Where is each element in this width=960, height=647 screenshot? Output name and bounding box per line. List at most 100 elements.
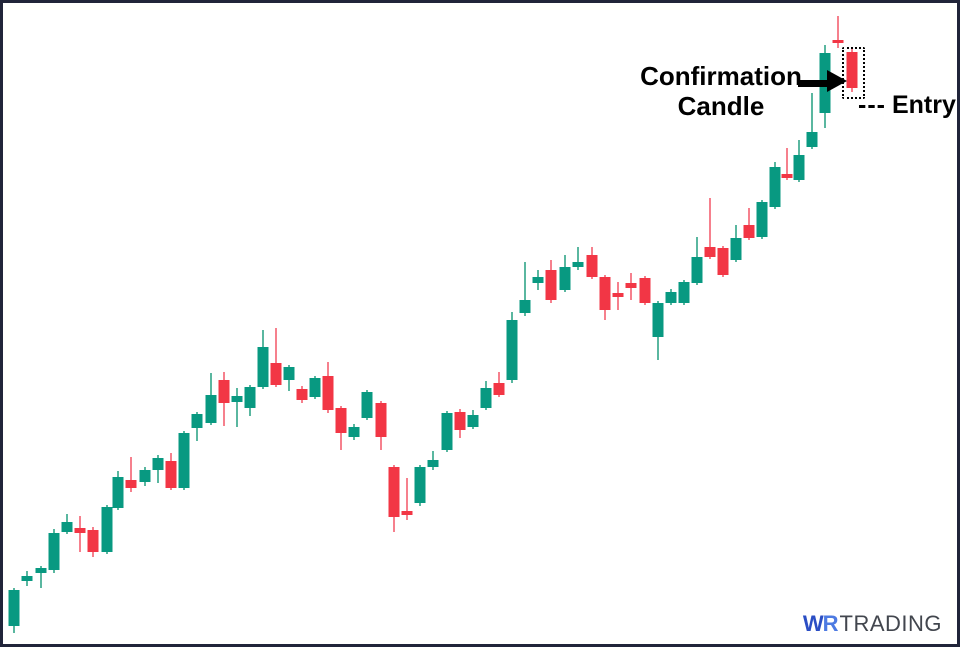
- candle-down: [296, 386, 308, 403]
- candle-body: [599, 277, 611, 310]
- candle-down: [87, 527, 99, 557]
- candle-body: [401, 511, 413, 515]
- candle-body: [545, 270, 557, 300]
- candle-body: [639, 278, 651, 303]
- candle-down: [388, 465, 400, 532]
- candle-up: [244, 385, 256, 416]
- candle-up: [730, 225, 742, 262]
- candle-body: [348, 427, 360, 437]
- candle-body: [493, 383, 505, 395]
- candle-body: [781, 174, 793, 178]
- candle-down: [74, 516, 86, 552]
- candle-down: [545, 260, 557, 303]
- candle-up: [283, 365, 295, 391]
- candle-body: [8, 590, 20, 626]
- candle-body: [388, 467, 400, 517]
- candle-body: [769, 167, 781, 207]
- candle-up: [112, 471, 124, 510]
- candle-body: [793, 155, 805, 180]
- candle-down: [270, 328, 282, 387]
- candle-body: [691, 257, 703, 283]
- candle-body: [125, 480, 137, 488]
- candle-down: [375, 401, 387, 450]
- candle-body: [832, 40, 844, 43]
- candle-up: [806, 93, 818, 149]
- candle-up: [519, 262, 531, 316]
- candle-up: [257, 330, 269, 389]
- candle-body: [296, 389, 308, 400]
- candle-down: [743, 208, 755, 240]
- candle-body: [506, 320, 518, 380]
- candle-down: [335, 406, 347, 450]
- candle-up: [61, 514, 73, 534]
- logo-wordmark: TRADING: [839, 611, 942, 636]
- entry-label: --- Entry: [858, 91, 956, 120]
- candle-body: [205, 395, 217, 423]
- candle-body: [309, 378, 321, 397]
- candle-up: [441, 411, 453, 452]
- entry-label-text: Entry: [891, 91, 956, 119]
- candle-up: [205, 373, 217, 425]
- candle-body: [806, 132, 818, 147]
- candle-down: [625, 273, 637, 300]
- candle-down: [717, 246, 729, 277]
- candle-down: [454, 409, 466, 438]
- logo-letter-r: R: [822, 611, 839, 636]
- candle-body: [112, 477, 124, 508]
- confirmation-label-line2: Candle: [677, 91, 765, 121]
- candle-up: [532, 270, 544, 290]
- candle-body: [191, 414, 203, 428]
- candle-body: [61, 522, 73, 532]
- candle-up: [480, 381, 492, 410]
- candle-body: [48, 533, 60, 570]
- candle-down: [781, 148, 793, 180]
- candle-up: [8, 588, 20, 633]
- candle-body: [35, 568, 47, 573]
- candle-up: [572, 247, 584, 270]
- candle-body: [101, 507, 113, 552]
- candle-body: [532, 277, 544, 283]
- candle-up: [101, 505, 113, 554]
- candle-down: [125, 457, 137, 492]
- candle-down: [832, 16, 844, 48]
- candle-down: [612, 282, 624, 310]
- candle-up: [178, 431, 190, 490]
- candle-body: [283, 367, 295, 380]
- candle-body: [756, 202, 768, 237]
- candle-body: [467, 415, 479, 427]
- candle-body: [846, 52, 858, 88]
- candle-up: [152, 455, 164, 483]
- candle-down: [586, 247, 598, 279]
- candle-body: [441, 413, 453, 450]
- candle-down: [493, 372, 505, 397]
- candle-body: [21, 576, 33, 581]
- confirmation-label-line1: Confirmation: [640, 61, 802, 91]
- candle-body: [322, 376, 334, 410]
- candle-up: [756, 200, 768, 239]
- candle-body: [152, 458, 164, 470]
- candle-body: [244, 387, 256, 408]
- candle-body: [427, 460, 439, 467]
- candle-up: [361, 390, 373, 420]
- candle-body: [335, 408, 347, 433]
- candle-up: [652, 301, 664, 360]
- candle-up: [769, 162, 781, 209]
- candle-down: [704, 198, 716, 259]
- candle-down: [165, 453, 177, 490]
- candle-up: [665, 289, 677, 305]
- candle-body: [454, 412, 466, 430]
- candle-body: [717, 248, 729, 275]
- candle-body: [257, 347, 269, 387]
- candle-up: [309, 376, 321, 399]
- candle-body: [361, 392, 373, 418]
- logo-letter-w: W: [802, 611, 824, 636]
- candle-up: [21, 571, 33, 586]
- candle-body: [559, 267, 571, 290]
- candle-body: [231, 396, 243, 402]
- candle-up: [348, 424, 360, 440]
- entry-leader-dashes: ---: [858, 91, 886, 119]
- candle-body: [414, 467, 426, 503]
- candle-up: [48, 529, 60, 573]
- candle-down: [322, 362, 334, 413]
